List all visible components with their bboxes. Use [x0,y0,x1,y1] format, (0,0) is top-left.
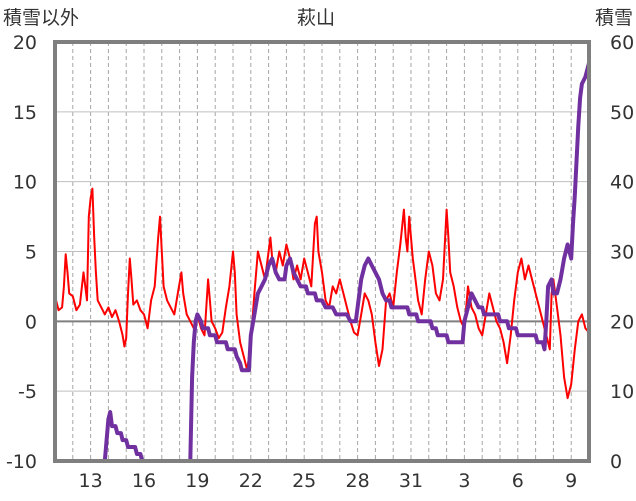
right-tick-label: 60 [610,32,634,54]
plot-frame [53,40,591,463]
left-tick-label: 15 [13,102,37,124]
left-tick-label: -10 [6,451,37,473]
x-tick-label: 13 [79,470,103,492]
x-tick-label: 19 [185,470,209,492]
left-tick-label: 0 [25,311,37,333]
right-axis-label: 積雪 [595,7,633,29]
x-tick-label: 3 [458,470,470,492]
left-axis-label: 積雪以外 [3,7,79,29]
horizontal-gridlines [55,41,589,462]
non-snow-line [54,187,590,400]
right-tick-label: 50 [610,102,634,124]
series-layer [53,61,591,463]
right-tick-label: 0 [610,451,622,473]
right-tick-label: 40 [610,172,634,194]
right-tick-label: 10 [610,381,634,403]
x-axis-ticks: 13 16 19 22 25 28 31 3 6 9 [79,470,578,492]
snow-depth-line [53,61,591,463]
left-tick-label: 20 [13,32,37,54]
x-tick-label: 22 [239,470,263,492]
left-axis-ticks: 20 15 10 5 0 -5 -10 [6,32,37,473]
right-tick-label: 20 [610,311,634,333]
chart-title: 萩山 [297,7,335,29]
right-tick-label: 30 [610,242,634,264]
left-tick-label: 5 [25,242,37,264]
x-tick-label: 9 [565,470,577,492]
left-tick-label: 10 [13,172,37,194]
x-tick-label: 28 [346,470,370,492]
right-axis-ticks: 60 50 40 30 20 10 0 [610,32,634,473]
x-tick-label: 31 [399,470,423,492]
left-tick-label: -5 [18,381,37,403]
x-tick-label: 25 [292,470,316,492]
x-tick-label: 6 [512,470,524,492]
x-tick-label: 16 [132,470,156,492]
